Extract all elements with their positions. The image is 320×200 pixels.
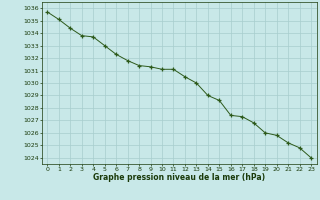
X-axis label: Graphe pression niveau de la mer (hPa): Graphe pression niveau de la mer (hPa) — [93, 173, 265, 182]
